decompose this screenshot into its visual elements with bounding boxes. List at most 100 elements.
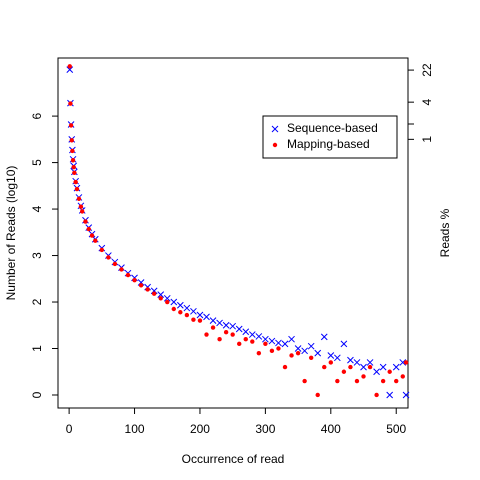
x-tick-label: 500 [386, 422, 406, 436]
point [242, 328, 250, 336]
legend-label: Sequence-based [287, 121, 378, 135]
point [360, 363, 367, 371]
point [68, 123, 74, 128]
point [282, 364, 288, 370]
point [106, 255, 111, 260]
point [263, 341, 268, 347]
point [386, 391, 394, 399]
point [217, 337, 222, 342]
point [83, 219, 88, 224]
point [399, 359, 407, 366]
point [70, 148, 75, 154]
point [322, 364, 327, 370]
point [72, 170, 77, 176]
point [86, 226, 91, 232]
point [347, 356, 354, 364]
point [223, 330, 229, 335]
point [301, 347, 308, 355]
point [268, 337, 276, 345]
point [210, 325, 216, 330]
point [76, 196, 82, 202]
point [230, 332, 235, 337]
point [275, 339, 282, 347]
point [373, 368, 380, 376]
plot-frame [57, 57, 409, 409]
y-tick-label: 5 [30, 159, 44, 166]
point [327, 352, 335, 359]
y2-tick-label: 22 [420, 63, 434, 77]
y-tick-label: 0 [30, 391, 44, 398]
y-tick-label: 3 [30, 252, 44, 259]
point [250, 339, 255, 344]
point [302, 378, 307, 384]
point [333, 354, 341, 362]
point [255, 333, 263, 340]
point [308, 355, 314, 361]
point [68, 101, 73, 106]
point [307, 342, 315, 350]
point [66, 66, 74, 73]
point [190, 307, 197, 315]
point [138, 283, 144, 288]
point [70, 158, 76, 163]
point [400, 374, 405, 379]
y-axis-label: Number of Reads (log10) [4, 166, 18, 301]
point [119, 267, 124, 272]
point [256, 350, 262, 356]
point [353, 359, 361, 366]
point [320, 333, 328, 341]
point [125, 272, 131, 278]
point [209, 317, 217, 324]
y-tick-label: 6 [30, 112, 44, 119]
x-tick-label: 200 [190, 422, 210, 436]
point [361, 374, 366, 379]
point [176, 301, 184, 309]
point [341, 369, 347, 374]
point [99, 247, 105, 253]
point [403, 360, 409, 365]
legend-marker [271, 125, 279, 133]
point [197, 318, 203, 323]
legend-label: Mapping-based [287, 137, 370, 151]
point [348, 364, 353, 370]
point [379, 363, 387, 371]
y2-tick-label: 1 [420, 136, 434, 143]
legend-marker [272, 142, 278, 148]
point [335, 378, 340, 384]
y2-tick-label: 4 [420, 99, 434, 106]
point [269, 348, 275, 354]
point [222, 321, 230, 329]
x-tick-label: 300 [255, 422, 275, 436]
point [151, 291, 157, 296]
point [281, 340, 289, 348]
x-tick-label: 100 [125, 422, 145, 436]
point [78, 204, 84, 209]
y2-axis-label: Reads % [438, 208, 452, 257]
point [243, 337, 248, 342]
point [165, 299, 170, 305]
point [314, 349, 322, 357]
point [203, 313, 210, 321]
point [402, 391, 410, 399]
point [158, 296, 163, 301]
point [69, 138, 74, 143]
point [387, 369, 392, 374]
point [392, 363, 400, 371]
point [73, 179, 78, 185]
point [163, 294, 171, 302]
point [295, 350, 301, 356]
point [80, 209, 85, 214]
point [276, 346, 281, 351]
point [171, 306, 176, 312]
point [216, 319, 223, 327]
point [340, 340, 348, 348]
point [93, 238, 98, 243]
point [366, 359, 374, 366]
point [71, 165, 76, 170]
point [89, 233, 95, 238]
point [74, 186, 80, 192]
x-axis-label: Occurrence of read [182, 452, 285, 466]
point [367, 364, 373, 370]
point [170, 298, 178, 306]
